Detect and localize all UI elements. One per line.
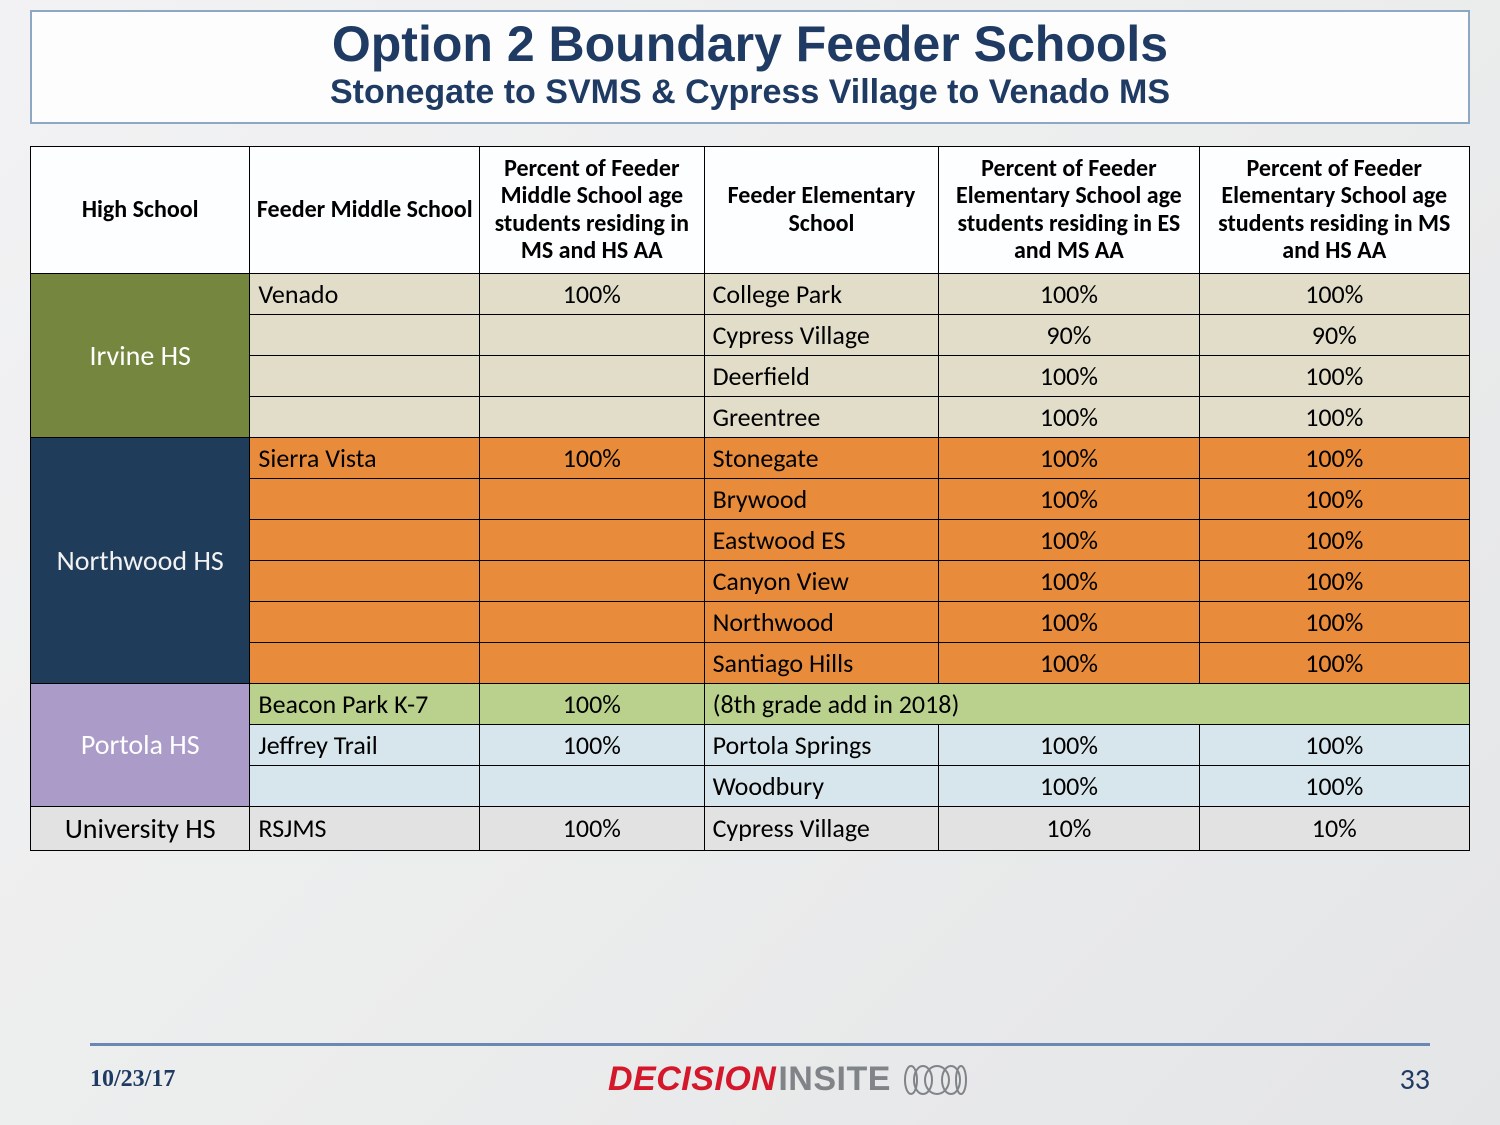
es-pct2-cell: 100% [1199, 519, 1469, 560]
ms-pct-cell [480, 642, 705, 683]
footer-rule [90, 1043, 1430, 1046]
ms-pct-cell: 100% [480, 437, 705, 478]
footer: 10/23/17 DECISION INSITE [0, 1043, 1500, 1099]
es-pct1-cell: 10% [939, 806, 1199, 850]
es-pct2-cell: 100% [1199, 437, 1469, 478]
es-pct2-cell: 100% [1199, 724, 1469, 765]
es-pct2-cell: 100% [1199, 601, 1469, 642]
es-pct2-cell: 100% [1199, 478, 1469, 519]
ms-cell: RSJMS [250, 806, 480, 850]
ms-cell [250, 519, 480, 560]
es-cell: Portola Springs [704, 724, 939, 765]
ms-pct-cell [480, 314, 705, 355]
logo-insite: INSITE [778, 1060, 891, 1099]
es-pct1-cell: 100% [939, 437, 1199, 478]
ms-cell: Sierra Vista [250, 437, 480, 478]
ms-pct-cell [480, 519, 705, 560]
es-pct2-cell: 100% [1199, 765, 1469, 806]
es-pct1-cell: 100% [939, 355, 1199, 396]
header-row: High School Feeder Middle School Percent… [31, 146, 1470, 273]
es-pct2-cell: 100% [1199, 273, 1469, 314]
es-pct2-cell: 100% [1199, 560, 1469, 601]
logo: DECISION INSITE [608, 1060, 967, 1099]
es-pct2-cell: 100% [1199, 396, 1469, 437]
ms-pct-cell: 100% [480, 683, 705, 724]
ms-cell [250, 314, 480, 355]
title-box: Option 2 Boundary Feeder Schools Stonega… [30, 10, 1470, 124]
es-cell: Cypress Village [704, 806, 939, 850]
ms-cell [250, 396, 480, 437]
ms-cell [250, 601, 480, 642]
col-pct-ms: Percent of Feeder Middle School age stud… [480, 146, 705, 273]
ms-pct-cell [480, 560, 705, 601]
ms-cell [250, 478, 480, 519]
es-cell: Greentree [704, 396, 939, 437]
es-pct1-cell: 100% [939, 519, 1199, 560]
es-cell: College Park [704, 273, 939, 314]
ms-cell [250, 355, 480, 396]
col-feeder-ms: Feeder Middle School [250, 146, 480, 273]
footer-row: 10/23/17 DECISION INSITE [90, 1060, 1430, 1099]
es-cell: Stonegate [704, 437, 939, 478]
logo-bars-icon [897, 1065, 967, 1095]
es-pct1-cell: 100% [939, 724, 1199, 765]
ms-pct-cell [480, 396, 705, 437]
es-cell: Deerfield [704, 355, 939, 396]
es-cell: Woodbury [704, 765, 939, 806]
table-row: Portola HSBeacon Park K-7100%(8th grade … [31, 683, 1470, 724]
es-pct1-cell: 100% [939, 765, 1199, 806]
table-row: Irvine HSVenado100%College Park100%100% [31, 273, 1470, 314]
merge-note-cell: (8th grade add in 2018) [704, 683, 1469, 724]
ms-cell: Jeffrey Trail [250, 724, 480, 765]
col-feeder-es: Feeder Elementary School [704, 146, 939, 273]
ms-cell: Beacon Park K-7 [250, 683, 480, 724]
es-pct1-cell: 100% [939, 601, 1199, 642]
ms-cell [250, 560, 480, 601]
ms-cell: Venado [250, 273, 480, 314]
title-main: Option 2 Boundary Feeder Schools [42, 18, 1458, 71]
es-pct1-cell: 100% [939, 396, 1199, 437]
hs-cell: Portola HS [31, 683, 250, 806]
es-cell: Canyon View [704, 560, 939, 601]
ms-cell [250, 642, 480, 683]
es-pct1-cell: 100% [939, 273, 1199, 314]
title-sub: Stonegate to SVMS & Cypress Village to V… [42, 73, 1458, 112]
ms-pct-cell [480, 355, 705, 396]
ms-pct-cell [480, 478, 705, 519]
es-cell: Santiago Hills [704, 642, 939, 683]
footer-date: 10/23/17 [90, 1066, 175, 1093]
ms-cell [250, 765, 480, 806]
table-row: Northwood HSSierra Vista100%Stonegate100… [31, 437, 1470, 478]
ms-pct-cell [480, 601, 705, 642]
es-cell: Brywood [704, 478, 939, 519]
slide: Option 2 Boundary Feeder Schools Stonega… [0, 0, 1500, 1125]
es-pct2-cell: 100% [1199, 355, 1469, 396]
es-pct1-cell: 100% [939, 478, 1199, 519]
table-row: University HSRSJMS100%Cypress Village10%… [31, 806, 1470, 850]
ms-pct-cell: 100% [480, 806, 705, 850]
ms-pct-cell: 100% [480, 724, 705, 765]
hs-cell: Northwood HS [31, 437, 250, 683]
ms-pct-cell [480, 765, 705, 806]
es-pct2-cell: 90% [1199, 314, 1469, 355]
es-pct1-cell: 100% [939, 560, 1199, 601]
feeder-table-wrap: High School Feeder Middle School Percent… [30, 146, 1470, 851]
es-pct2-cell: 100% [1199, 642, 1469, 683]
es-pct1-cell: 100% [939, 642, 1199, 683]
col-pct-es-ms: Percent of Feeder Elementary School age … [939, 146, 1199, 273]
col-high-school: High School [31, 146, 250, 273]
hs-cell: Irvine HS [31, 273, 250, 437]
es-cell: Cypress Village [704, 314, 939, 355]
hs-cell: University HS [31, 806, 250, 850]
es-pct1-cell: 90% [939, 314, 1199, 355]
ms-pct-cell: 100% [480, 273, 705, 314]
es-cell: Northwood [704, 601, 939, 642]
es-pct2-cell: 10% [1199, 806, 1469, 850]
logo-decision: DECISION [608, 1060, 776, 1099]
page-number: 33 [1400, 1061, 1430, 1098]
es-cell: Eastwood ES [704, 519, 939, 560]
col-pct-es-hs: Percent of Feeder Elementary School age … [1199, 146, 1469, 273]
feeder-table: High School Feeder Middle School Percent… [30, 146, 1470, 851]
